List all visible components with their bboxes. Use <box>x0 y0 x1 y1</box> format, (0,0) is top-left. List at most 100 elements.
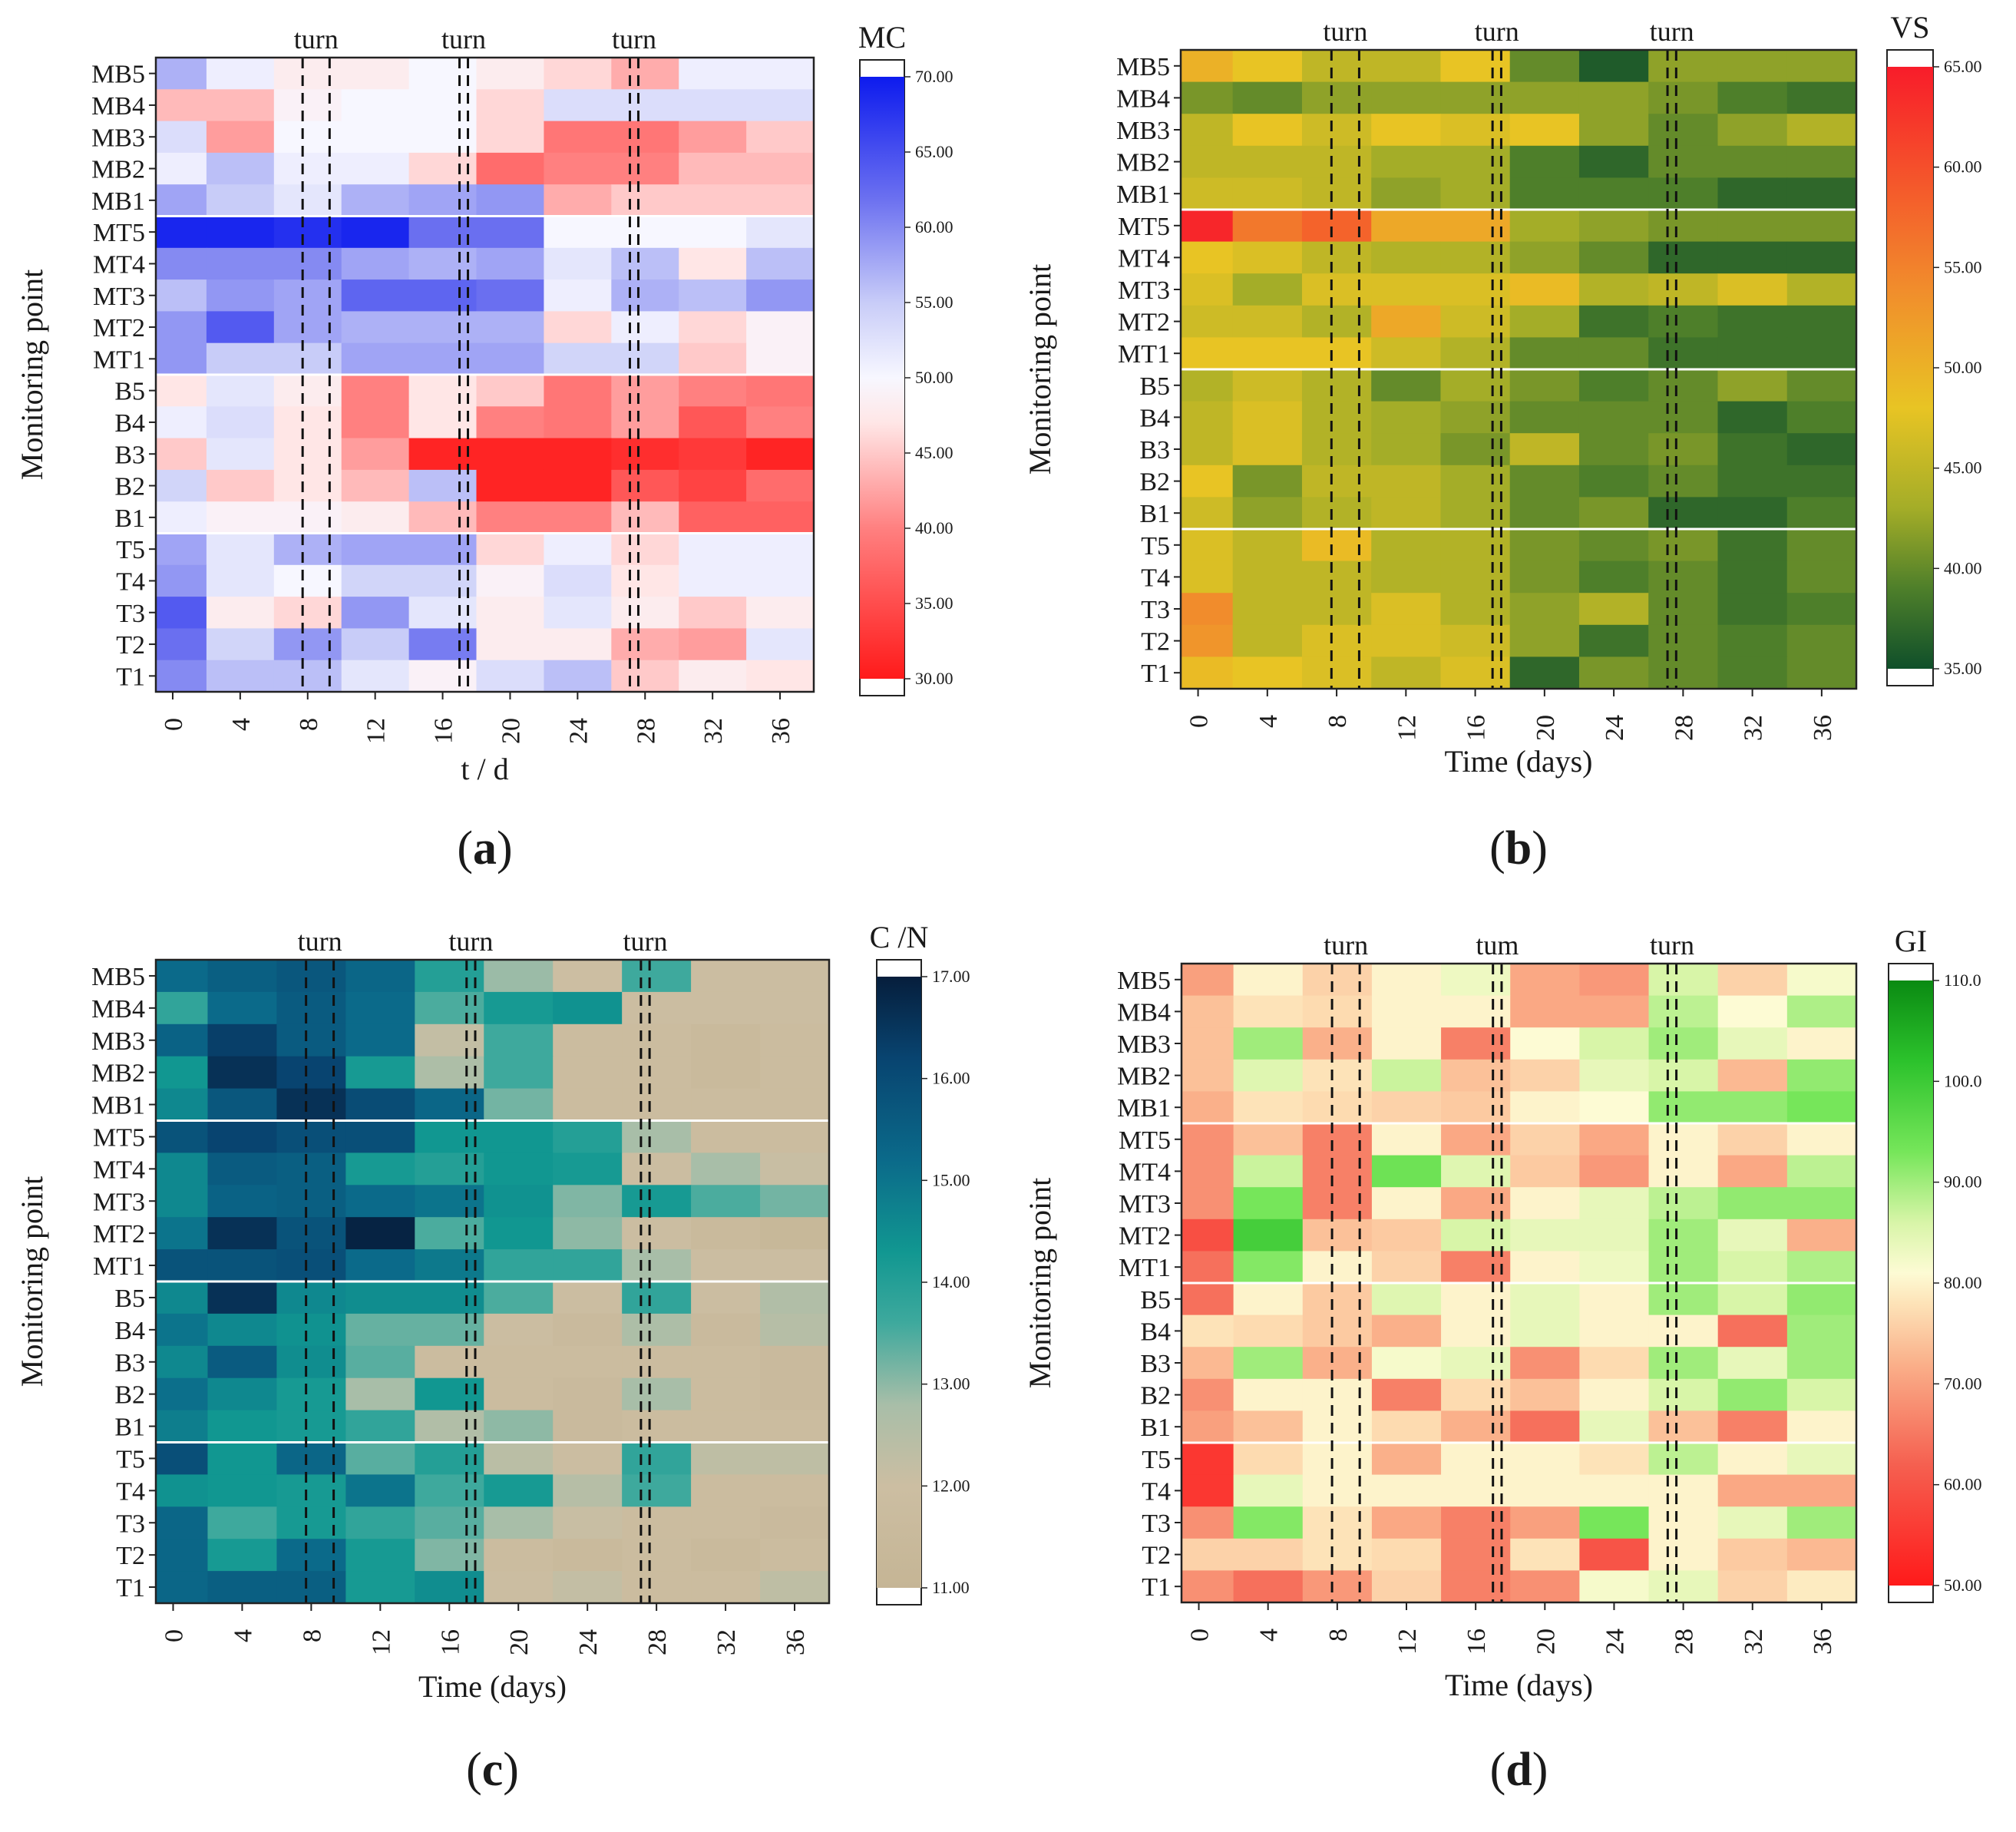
heatmap-cell <box>415 1056 484 1090</box>
heatmap-cell <box>544 342 612 375</box>
heatmap-cell <box>1371 433 1442 466</box>
panel-label-close: ) <box>1532 1744 1548 1796</box>
y-tick-label: MB2 <box>1116 149 1170 177</box>
heatmap-cell <box>156 1249 209 1282</box>
heatmap-cell <box>1579 1378 1650 1411</box>
turn-label: turn <box>612 24 656 55</box>
heatmap-cell <box>276 1377 346 1411</box>
heatmap-cell <box>1371 465 1442 498</box>
heatmap-cell <box>345 1088 415 1122</box>
heatmap-cell <box>1371 1314 1442 1348</box>
heatmap-cell <box>415 1345 484 1379</box>
heatmap-cell <box>1440 210 1511 243</box>
heatmap-cell <box>553 1539 623 1572</box>
heatmap-cell <box>1579 1410 1650 1443</box>
heatmap-cell <box>276 991 346 1025</box>
heatmap-cell <box>273 342 342 375</box>
y-tick-label: T5 <box>116 1445 145 1473</box>
heatmap-cell <box>206 660 275 693</box>
heatmap-cell <box>1509 656 1580 689</box>
colorbar-tick-label: 15.00 <box>932 1170 970 1189</box>
heatmap-cell <box>345 1313 415 1347</box>
heatmap-cell <box>156 1539 209 1572</box>
heatmap-cell <box>1786 1123 1857 1156</box>
colorbar-tick-label: 70.00 <box>1944 1374 1982 1393</box>
heatmap-cell <box>1440 81 1511 114</box>
x-tick-label: 0 <box>1186 1629 1215 1642</box>
heatmap-cell <box>544 184 612 217</box>
heatmap-cell <box>1717 337 1788 370</box>
heatmap-cell <box>1717 114 1788 147</box>
heatmap-cell <box>611 469 679 502</box>
heatmap-cell <box>1648 1187 1719 1220</box>
heatmap-cell <box>611 152 679 185</box>
turn-label: turn <box>298 926 342 957</box>
heatmap-cell <box>1301 210 1372 243</box>
heatmap-cells <box>1181 50 1857 689</box>
colorbar-tick-label: 80.00 <box>1944 1273 1982 1292</box>
heatmap-cell <box>679 279 747 312</box>
heatmap-cell <box>1233 995 1304 1028</box>
heatmap-cell <box>415 1377 484 1411</box>
colorbar-tick-label: 30.00 <box>915 669 953 688</box>
heatmap-cell <box>1371 1474 1442 1507</box>
heatmap-cell <box>484 1185 554 1218</box>
heatmap-cell <box>611 58 679 90</box>
heatmap-cell <box>1786 433 1857 466</box>
heatmap-cell <box>679 438 747 471</box>
heatmap-cell <box>1648 465 1719 498</box>
y-tick-label: T5 <box>1141 532 1170 561</box>
colorbar-tick-label: 60.00 <box>1944 157 1982 177</box>
heatmap-cell <box>1371 624 1442 657</box>
heatmap-cell <box>1717 1347 1788 1380</box>
heatmap-cell <box>484 1120 554 1153</box>
heatmap-cell <box>760 991 830 1025</box>
heatmap-cell <box>156 1506 209 1539</box>
heatmap-cell <box>273 628 342 661</box>
y-tick-label: MB5 <box>91 61 145 89</box>
heatmap-cell <box>1786 1251 1857 1284</box>
heatmap-cell <box>1786 1506 1857 1539</box>
y-tick-label: T3 <box>116 600 145 628</box>
heatmap-cell <box>207 1571 278 1604</box>
heatmap-cell <box>1181 497 1234 530</box>
heatmap-cell <box>341 89 410 122</box>
heatmap-cell <box>207 1410 278 1443</box>
heatmap-cell <box>415 1185 484 1218</box>
turn-label: turn <box>1650 16 1694 47</box>
heatmap-cell <box>276 1474 346 1507</box>
heatmap-cell <box>1717 177 1788 210</box>
heatmap-cell <box>1717 1187 1788 1220</box>
heatmap-cell <box>408 438 478 471</box>
heatmap-cell <box>746 152 815 185</box>
heatmap-cell <box>1302 1474 1373 1507</box>
heatmap-cell <box>276 1571 346 1604</box>
heatmap-cell <box>345 1281 415 1314</box>
heatmap-cell <box>622 1506 692 1539</box>
heatmap-cell <box>206 121 275 154</box>
heatmap-cell <box>1578 50 1649 83</box>
heatmap-cell <box>1717 401 1788 434</box>
heatmap-cell <box>1302 1506 1373 1539</box>
y-tick-label: T4 <box>116 1477 145 1506</box>
heatmap-cell <box>622 1023 692 1057</box>
heatmap-cell <box>207 1506 278 1539</box>
heatmap-cell <box>1510 1314 1580 1348</box>
heatmap-cell <box>1578 593 1649 626</box>
heatmap-cell <box>1578 433 1649 466</box>
heatmap-cell <box>1717 210 1788 243</box>
heatmap-cell <box>1301 497 1372 530</box>
heatmap-cell <box>1233 1378 1304 1411</box>
heatmap-cell <box>611 311 679 344</box>
heatmap-cell <box>1302 1570 1373 1603</box>
heatmap-cell <box>156 1410 209 1443</box>
panel-label-letter: d <box>1505 1744 1532 1796</box>
heatmap-cell <box>273 247 342 280</box>
heatmap-cell <box>206 438 275 471</box>
x-tick-label: 28 <box>632 718 660 744</box>
heatmap-cell <box>1301 401 1372 434</box>
heatmap-cell <box>476 597 545 629</box>
heatmap-cell <box>408 216 478 249</box>
heatmap-cell <box>415 1023 484 1057</box>
heatmap-cell <box>156 597 207 629</box>
